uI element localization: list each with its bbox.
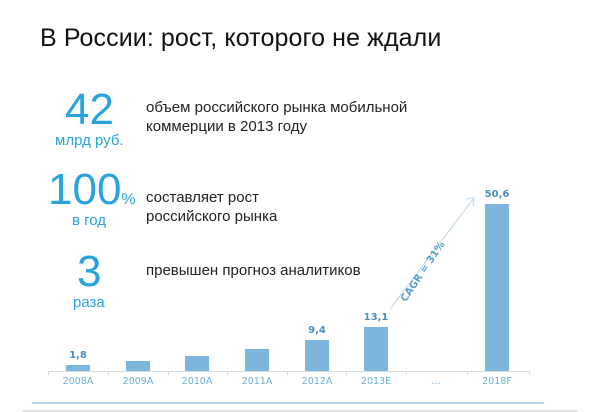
x-label-2012A: 2012A — [301, 376, 333, 387]
x-label-2011A: 2011A — [241, 376, 273, 387]
stat-desc-growth: составляет рост российского рынка — [146, 188, 277, 226]
x-label-2013E: 2013E — [360, 376, 392, 387]
value-label-2012A: 9,4 — [308, 325, 326, 336]
x-label-ellipsis: ... — [431, 376, 441, 387]
x-axis-tick — [346, 371, 347, 375]
x-axis-tick — [287, 371, 288, 375]
stat-desc-line: объем российского рынка мобильной — [146, 99, 408, 116]
x-label-2009A: 2009A — [122, 376, 154, 387]
stat-number-growth: 100% — [48, 168, 136, 212]
bottom-shadow — [22, 410, 578, 412]
stat-desc-line: коммерции в 2013 году — [146, 118, 307, 135]
stat-number-forecast: 3 — [77, 247, 102, 296]
x-axis-tick — [48, 371, 49, 375]
bar-2009A — [126, 361, 150, 371]
x-axis-tick — [467, 371, 468, 375]
percent-sign: % — [121, 191, 136, 208]
stat-desc-market-size: объем российского рынка мобильной коммер… — [146, 98, 407, 136]
value-label-2013E: 13,1 — [363, 312, 389, 323]
stat-number-market-size: 42 — [65, 85, 114, 134]
bottom-divider — [32, 402, 544, 404]
bar-2008A — [66, 365, 90, 371]
x-label-2010A: 2010A — [181, 376, 213, 387]
bar-2013E — [364, 327, 388, 371]
x-axis — [48, 371, 530, 372]
bar-2018F — [485, 204, 509, 371]
value-label-2008A: 1,8 — [69, 350, 87, 361]
value-label-2018F: 50,6 — [484, 189, 510, 200]
x-axis-tick — [529, 371, 530, 375]
stat-unit-forecast: раза — [73, 294, 105, 311]
stat-desc-line: российского рынка — [146, 208, 278, 225]
stat-desc-line: составляет рост — [146, 189, 259, 206]
x-label-2008A: 2008A — [62, 376, 94, 387]
stat-unit-market-size: млрд руб. — [55, 132, 124, 149]
bar-2012A — [305, 340, 329, 371]
page-title: В России: рост, которого не ждали — [40, 24, 442, 52]
x-axis-tick — [168, 371, 169, 375]
bar-2010A — [185, 356, 209, 371]
x-axis-tick — [227, 371, 228, 375]
stat-desc-line: превышен прогноз аналитиков — [146, 262, 361, 279]
stat-unit-growth: в год — [72, 212, 107, 229]
stat-number-value: 100 — [48, 165, 122, 214]
x-label-2018F: 2018F — [482, 376, 512, 387]
stat-desc-forecast: превышен прогноз аналитиков — [146, 261, 361, 280]
bar-2011A — [245, 349, 269, 371]
x-axis-tick — [108, 371, 109, 375]
x-axis-tick — [406, 371, 407, 375]
